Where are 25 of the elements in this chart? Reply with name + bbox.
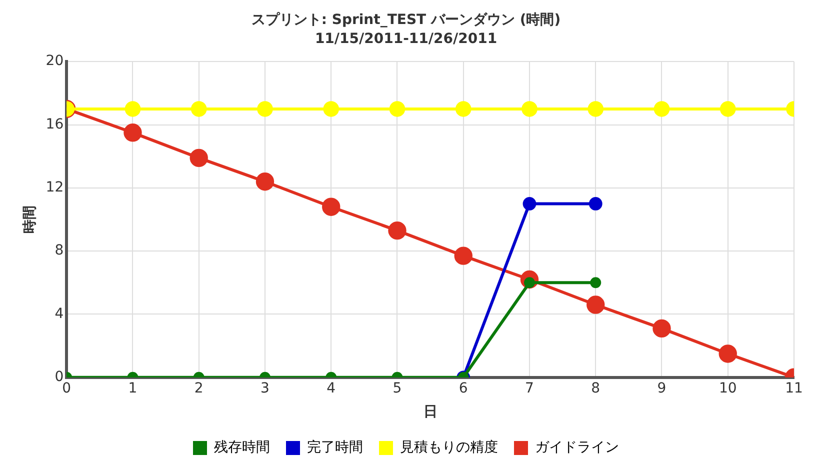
y-tick-label: 16 bbox=[46, 116, 64, 132]
x-tick-label: 9 bbox=[657, 380, 666, 396]
y-tick-label: 4 bbox=[54, 306, 64, 322]
x-tick-label: 11 bbox=[785, 380, 803, 396]
x-tick-label: 8 bbox=[591, 380, 600, 396]
x-tick-label: 5 bbox=[392, 380, 402, 396]
x-tick-label: 7 bbox=[525, 380, 534, 396]
x-tick-label: 4 bbox=[326, 380, 336, 396]
legend-label: 残存時間 bbox=[214, 440, 270, 456]
y-tick-label: 0 bbox=[54, 369, 64, 386]
x-tick-label: 10 bbox=[718, 380, 737, 396]
x-axis-title: 日 bbox=[423, 404, 438, 420]
x-tick-label: 1 bbox=[128, 380, 138, 396]
legend-label: 完了時間 bbox=[307, 440, 363, 456]
legend-label: ガイドライン bbox=[535, 440, 619, 456]
legend-label: 見積もりの精度 bbox=[400, 440, 498, 456]
y-tick-label: 12 bbox=[46, 180, 64, 196]
chart-subtitle: 11/15/2011-11/26/2011 bbox=[314, 30, 498, 47]
x-tick-label: 6 bbox=[458, 380, 468, 396]
x-tick-label: 3 bbox=[260, 380, 270, 396]
y-tick-label: 8 bbox=[54, 242, 64, 259]
y-axis-title: 時間 bbox=[22, 206, 38, 234]
chart-title: スプリント: Sprint_TEST バーンダウン (時間) bbox=[251, 11, 561, 28]
x-tick-label: 2 bbox=[194, 380, 204, 396]
y-tick-label: 20 bbox=[46, 53, 64, 70]
